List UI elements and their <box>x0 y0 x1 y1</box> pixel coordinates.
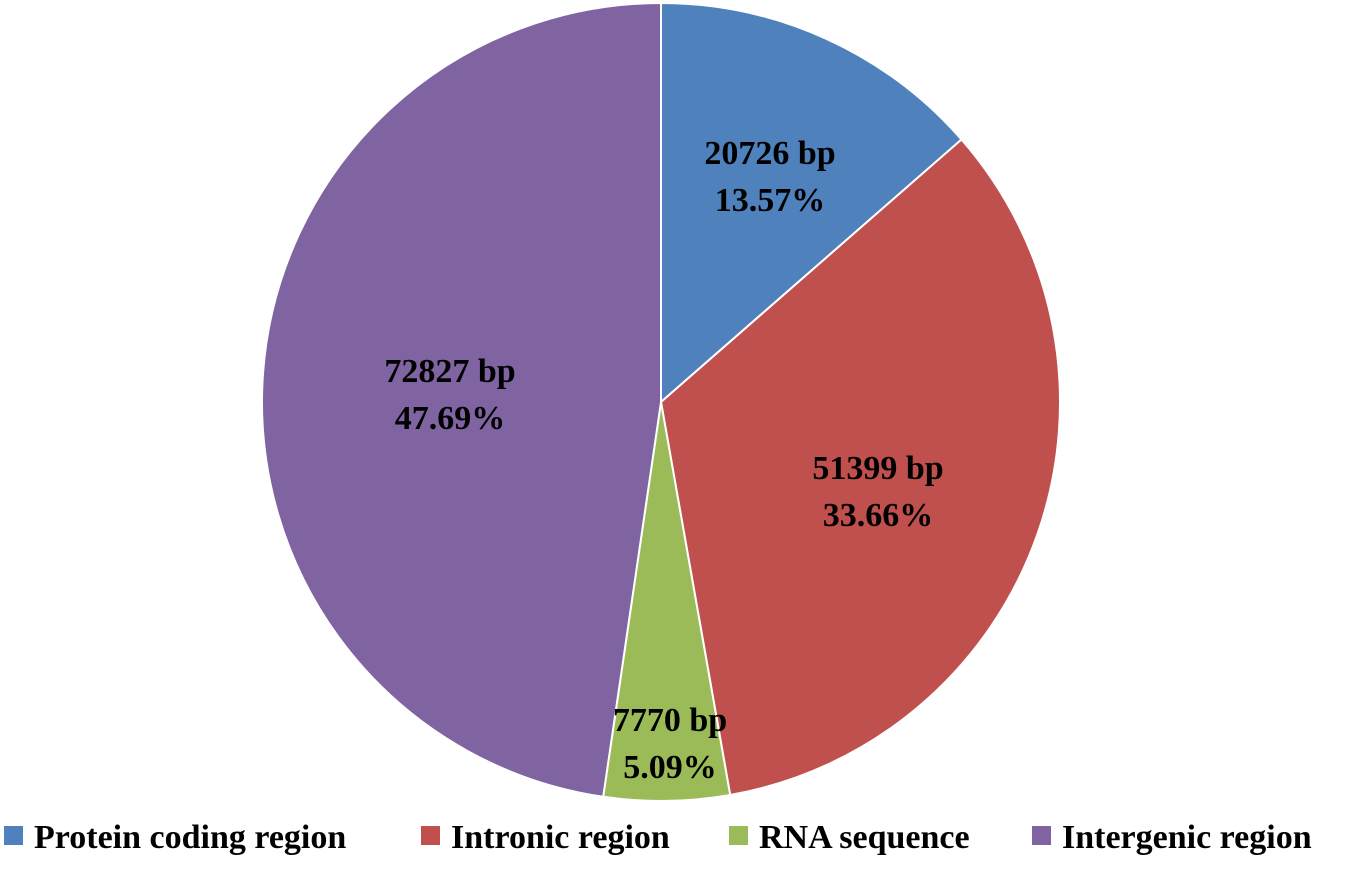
slice-percent-label: 33.66% <box>823 497 934 534</box>
legend-swatch-intergenic-region <box>1032 826 1051 845</box>
legend-label-rna-sequence: RNA sequence <box>759 819 970 856</box>
pie-slices <box>261 1 1061 802</box>
legend-swatch-rna-sequence <box>729 826 748 845</box>
slice-percent-label: 5.09% <box>623 749 717 786</box>
slice-value-label: 51399 bp <box>812 450 943 487</box>
slice-value-label: 20726 bp <box>704 135 835 172</box>
legend: Protein coding region Intronic region RNA … <box>4 819 1312 856</box>
legend-swatch-intronic-region <box>421 826 440 845</box>
slice-percent-label: 13.57% <box>715 182 826 219</box>
slice-value-label: 7770 bp <box>613 702 727 739</box>
slice-labels: 20726 bp 13.57% 51399 bp 33.66% 7770 bp 5.09%… <box>384 135 943 786</box>
legend-label-protein-coding-region: Protein coding region <box>34 819 346 856</box>
pie-slice-intergenic-region <box>261 1 662 798</box>
pie-slice-intronic-region <box>659 138 1061 797</box>
pie-slice-protein-coding-region <box>660 1 963 405</box>
legend-swatch-protein-coding-region <box>4 826 23 845</box>
slice-percent-label: 47.69% <box>395 400 506 437</box>
legend-label-intronic-region: Intronic region <box>451 819 670 856</box>
legend-label-intergenic-region: Intergenic region <box>1062 819 1312 856</box>
slice-value-label: 72827 bp <box>384 353 515 390</box>
